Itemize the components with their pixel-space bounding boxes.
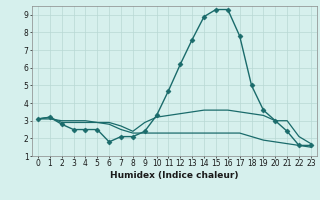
X-axis label: Humidex (Indice chaleur): Humidex (Indice chaleur): [110, 171, 239, 180]
